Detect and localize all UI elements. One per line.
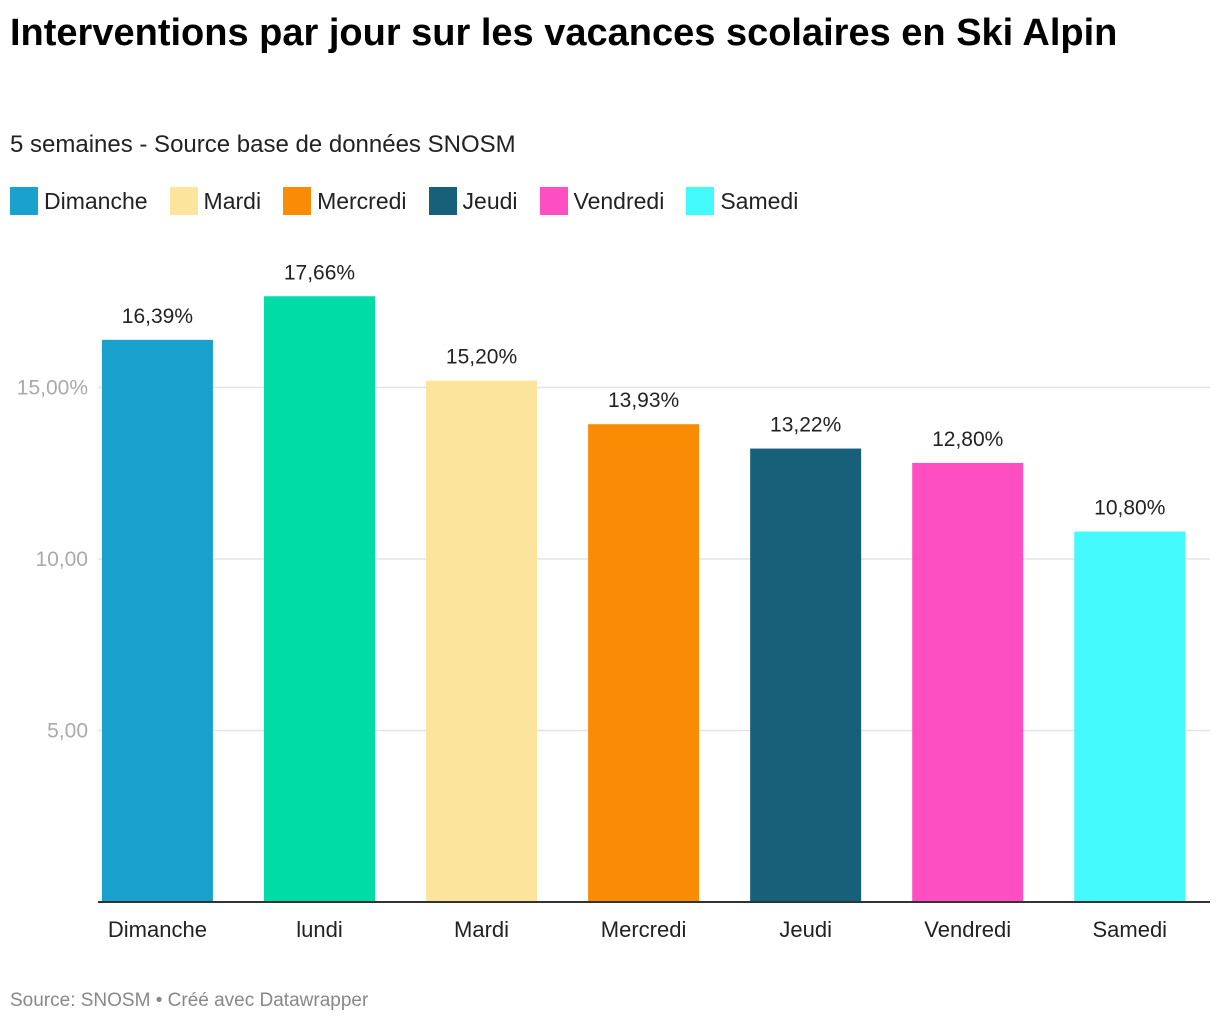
legend-item-jeudi: Jeudi — [428, 186, 518, 216]
bar-chart: 5,00 10,00 15,00% 16,39% Dimanche 17,66% lundi… — [17, 261, 1210, 942]
value-label: 17,66% — [284, 261, 355, 284]
value-label: 13,22% — [770, 414, 841, 437]
legend-swatch-mercredi — [283, 187, 312, 215]
bar — [1074, 531, 1186, 902]
legend-label-mercredi: Mercredi — [317, 188, 407, 214]
bar — [426, 380, 538, 902]
bar — [263, 296, 375, 903]
y-tick-label: 5,00 — [47, 720, 88, 743]
bar — [912, 462, 1024, 902]
legend-item-dimanche: Dimanche — [10, 186, 148, 216]
bar — [101, 339, 213, 902]
legend-item-vendredi: Vendredi — [539, 186, 665, 216]
legend-item-mercredi: Mercredi — [283, 186, 407, 216]
legend-swatch-samedi — [686, 187, 715, 215]
legend-swatch-jeudi — [428, 187, 457, 215]
legend-item-mardi: Mardi — [169, 186, 262, 216]
y-tick-label: 15,00% — [17, 377, 88, 400]
legend-label-vendredi: Vendredi — [573, 188, 665, 214]
legend-label-samedi: Samedi — [720, 188, 799, 214]
chart-subtitle: 5 semaines - Source base de données SNOS… — [10, 131, 516, 158]
chart-title: Interventions par jour sur les vacances … — [10, 12, 1118, 54]
value-label: 12,80% — [932, 428, 1003, 451]
legend-label-dimanche: Dimanche — [44, 188, 148, 214]
legend-swatch-vendredi — [539, 187, 568, 215]
x-tick-label: Vendredi — [924, 917, 1011, 942]
x-tick-label: Samedi — [1092, 917, 1167, 942]
source-footer: Source: SNOSM • Créé avec Datawrapper — [10, 990, 369, 1011]
x-tick-label: Dimanche — [108, 917, 207, 942]
legend-label-jeudi: Jeudi — [462, 188, 518, 214]
legend-swatch-dimanche — [10, 187, 38, 215]
bar — [750, 448, 862, 902]
bar — [588, 424, 700, 902]
x-tick-label: Mardi — [454, 917, 509, 942]
y-tick-label: 10,00 — [35, 548, 88, 571]
legend-swatch-mardi — [169, 187, 198, 215]
x-tick-label: Jeudi — [779, 917, 832, 942]
value-label: 15,20% — [446, 346, 517, 369]
x-tick-label: lundi — [296, 917, 342, 942]
legend-label-mardi: Mardi — [203, 188, 262, 214]
value-label: 13,93% — [608, 389, 679, 412]
value-label: 16,39% — [122, 305, 193, 328]
x-tick-label: Mercredi — [601, 917, 687, 942]
value-label: 10,80% — [1094, 497, 1165, 520]
legend-item-samedi: Samedi — [686, 186, 798, 216]
legend: Dimanche Mardi Mercredi Jeudi Vendredi S… — [10, 186, 820, 216]
